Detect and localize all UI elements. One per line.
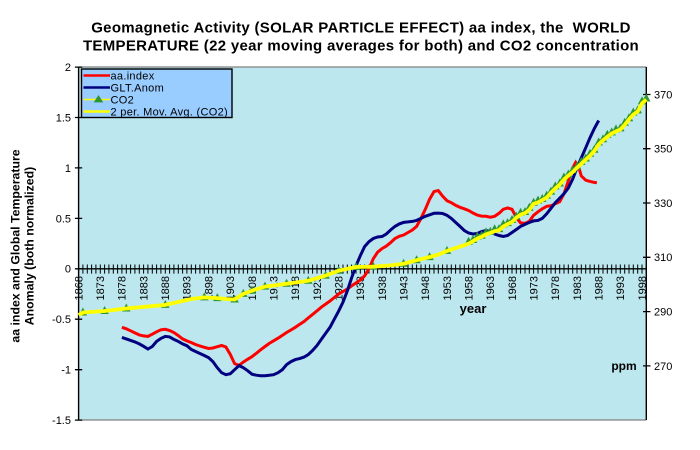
svg-text:310: 310 xyxy=(654,252,672,264)
svg-text:1868: 1868 xyxy=(73,276,85,300)
svg-text:1938: 1938 xyxy=(377,276,389,300)
svg-text:1948: 1948 xyxy=(420,276,432,300)
svg-text:1968: 1968 xyxy=(507,276,519,300)
svg-text:-1.5: -1.5 xyxy=(52,415,71,427)
svg-text:1943: 1943 xyxy=(398,276,410,300)
svg-text:1873: 1873 xyxy=(95,276,107,300)
svg-text:1913: 1913 xyxy=(268,276,280,300)
svg-text:1923: 1923 xyxy=(312,276,324,300)
svg-text:290: 290 xyxy=(654,307,672,319)
svg-text:1963: 1963 xyxy=(485,276,497,300)
svg-text:1878: 1878 xyxy=(117,276,129,300)
svg-text:Anomaly (both normalized): Anomaly (both normalized) xyxy=(23,167,37,326)
svg-text:1973: 1973 xyxy=(528,276,540,300)
svg-text:aa index and Global Temperatur: aa index and Global Temperature xyxy=(9,149,23,342)
svg-text:-1: -1 xyxy=(61,365,71,377)
svg-text:330: 330 xyxy=(654,198,672,210)
svg-text:0.5: 0.5 xyxy=(56,213,71,225)
svg-text:1993: 1993 xyxy=(615,276,627,300)
svg-text:1883: 1883 xyxy=(138,276,150,300)
svg-text:270: 270 xyxy=(654,361,672,373)
svg-text:1978: 1978 xyxy=(550,276,562,300)
svg-text:370: 370 xyxy=(654,89,672,101)
svg-text:ppm: ppm xyxy=(611,359,636,373)
svg-text:1893: 1893 xyxy=(182,276,194,300)
svg-text:1988: 1988 xyxy=(594,276,606,300)
svg-text:year: year xyxy=(460,301,487,316)
svg-text:1953: 1953 xyxy=(442,276,454,300)
svg-text:350: 350 xyxy=(654,144,672,156)
svg-text:1918: 1918 xyxy=(290,276,302,300)
svg-text:TEMPERATURE (22 year moving av: TEMPERATURE (22 year moving averages for… xyxy=(83,38,639,55)
svg-text:1983: 1983 xyxy=(572,276,584,300)
svg-text:CO2: CO2 xyxy=(111,94,135,106)
svg-text:0: 0 xyxy=(65,264,71,276)
svg-text:1898: 1898 xyxy=(203,276,215,300)
svg-text:-0.5: -0.5 xyxy=(52,314,71,326)
svg-text:aa.index: aa.index xyxy=(111,70,155,82)
svg-text:1998: 1998 xyxy=(637,276,649,300)
svg-text:2 per. Mov. Avg. (CO2): 2 per. Mov. Avg. (CO2) xyxy=(111,106,228,118)
svg-text:1: 1 xyxy=(65,163,71,175)
svg-text:1888: 1888 xyxy=(160,276,172,300)
svg-text:Geomagnetic Activity (SOLAR PA: Geomagnetic Activity (SOLAR PARTICLE EFF… xyxy=(91,20,631,37)
svg-text:GLT.Anom: GLT.Anom xyxy=(111,82,165,94)
svg-text:1958: 1958 xyxy=(463,276,475,300)
svg-text:1903: 1903 xyxy=(225,276,237,300)
svg-text:2: 2 xyxy=(65,62,71,74)
svg-text:1.5: 1.5 xyxy=(56,112,71,124)
